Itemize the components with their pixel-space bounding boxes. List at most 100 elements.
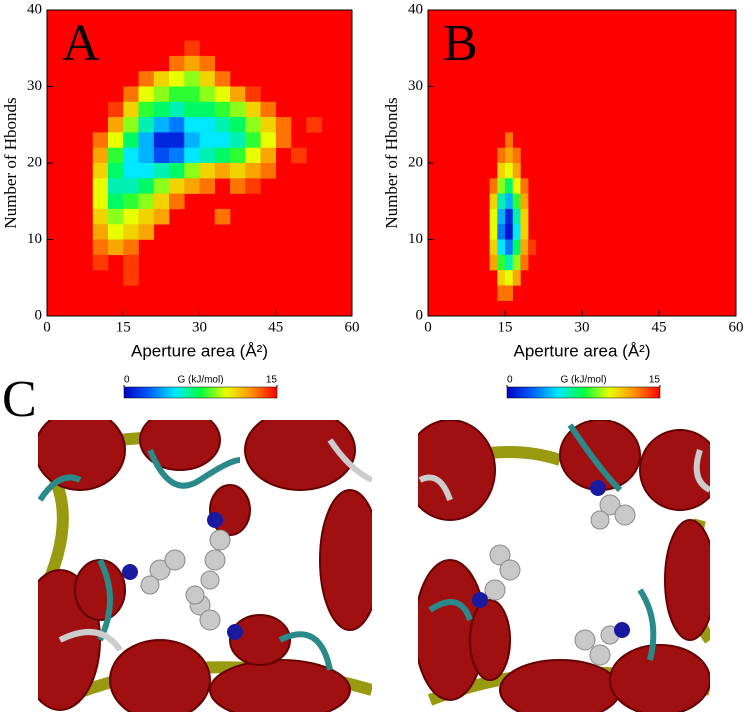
heatmap-cell: [123, 163, 139, 179]
heatmap-cell: [199, 86, 216, 103]
heatmap-cell: [138, 86, 155, 103]
heatmap-cell: [169, 101, 185, 118]
heatmap-cell: [108, 163, 124, 179]
heatmap-cell: [123, 193, 139, 210]
heatmap-background: [428, 10, 736, 316]
heatmap-cell: [230, 163, 246, 179]
panel-label: A: [62, 15, 100, 72]
heatmap-cell: [275, 117, 292, 133]
heatmap-cell: [230, 101, 246, 118]
heatmap-cell: [512, 254, 521, 271]
heatmap-cell: [169, 55, 185, 72]
heatmap-cell: [230, 178, 246, 194]
x-tick-label: 45: [652, 319, 667, 335]
heatmap-cell: [108, 178, 124, 194]
heatmap-cell: [520, 224, 529, 240]
heatmap-cell: [169, 86, 185, 103]
heatmap-cell: [505, 132, 513, 148]
heatmap-cell: [199, 117, 216, 133]
heatmap-cell: [245, 178, 261, 194]
heatmap-cell: [505, 208, 513, 225]
x-tick-label: 30: [192, 319, 207, 335]
heatmap-cell: [153, 147, 170, 164]
y-tick-label: 40: [27, 1, 42, 17]
heatmap-cell: [505, 178, 513, 194]
y-tick-label: 20: [408, 154, 423, 170]
y-tick-label: 10: [408, 231, 423, 247]
heatmap-cell: [275, 132, 292, 148]
heatmap-cell: [528, 239, 537, 256]
heatmap-cell: [497, 224, 506, 240]
heatmap-cell: [184, 71, 200, 87]
heatmap-cell: [108, 208, 124, 225]
y-tick-label: 0: [35, 307, 43, 323]
heatmap-cell: [199, 163, 216, 179]
heatmap-cell: [214, 117, 231, 133]
heatmap-cell: [92, 239, 109, 256]
heatmap-cell: [214, 132, 231, 148]
colorbar-label: G (kJ/mol): [560, 375, 606, 386]
colorbar-tick-label: 15: [266, 375, 278, 386]
heatmap-cell: [92, 208, 109, 225]
heatmap-cell: [497, 285, 506, 301]
heatmap-cell: [245, 117, 261, 133]
heatmap-cell: [512, 239, 521, 256]
heatmap-cell: [505, 239, 513, 256]
heatmap-cell: [153, 132, 170, 148]
x-tick-label: 60: [345, 319, 360, 335]
x-tick-label: 0: [43, 319, 51, 335]
heatmap-cell: [230, 132, 246, 148]
colorbar-tick-label: 0: [507, 375, 513, 386]
heatmap-cell: [153, 101, 170, 118]
heatmap-cell: [138, 208, 155, 225]
heatmap-cell: [92, 224, 109, 240]
heatmap-cell: [138, 163, 155, 179]
heatmap-cell: [108, 117, 124, 133]
heatmap-cell: [184, 132, 200, 148]
heatmap-cell: [138, 101, 155, 118]
heatmap-cell: [512, 270, 521, 286]
x-tick-label: 0: [424, 319, 432, 335]
heatmap-cell: [138, 71, 155, 87]
heatmap-cell: [512, 208, 521, 225]
colorbar-tick-label: 0: [124, 375, 130, 386]
heatmap-cell: [520, 208, 529, 225]
heatmap-cell: [489, 254, 498, 271]
heatmap-cell: [123, 239, 139, 256]
heatmap-cell: [92, 132, 109, 148]
heatmap-cell: [199, 71, 216, 87]
heatmap-cell: [92, 178, 109, 194]
heatmap-cell: [184, 163, 200, 179]
colorbar: [123, 386, 278, 399]
heatmap-cell: [92, 254, 109, 271]
heatmap-cell: [497, 193, 506, 210]
heatmap-cell: [123, 147, 139, 164]
heatmap-cell: [214, 163, 231, 179]
heatmap-cell: [123, 254, 139, 271]
heatmap-cell: [291, 147, 307, 164]
heatmap-cell: [153, 86, 170, 103]
heatmap-cell: [153, 163, 170, 179]
heatmap-cell: [169, 178, 185, 194]
heatmap-cell: [489, 193, 498, 210]
heatmap-cell: [108, 132, 124, 148]
heatmap-cell: [489, 208, 498, 225]
heatmap-cell: [123, 208, 139, 225]
heatmap-cell: [123, 178, 139, 194]
y-axis-label: Number of Hbonds: [382, 97, 401, 228]
heatmap-cell: [497, 178, 506, 194]
heatmap-cell: [505, 193, 513, 210]
heatmap-cell: [92, 193, 109, 210]
heatmap-cell: [184, 117, 200, 133]
heatmap-cell: [520, 239, 529, 256]
heatmap-cell: [169, 193, 185, 210]
x-tick-label: 15: [498, 319, 513, 335]
heatmap-cell: [497, 270, 506, 286]
heatmap-cell: [199, 55, 216, 72]
heatmap-cell: [512, 147, 521, 164]
heatmap-cell: [214, 101, 231, 118]
heatmap-cell: [153, 193, 170, 210]
x-tick-label: 30: [575, 319, 590, 335]
